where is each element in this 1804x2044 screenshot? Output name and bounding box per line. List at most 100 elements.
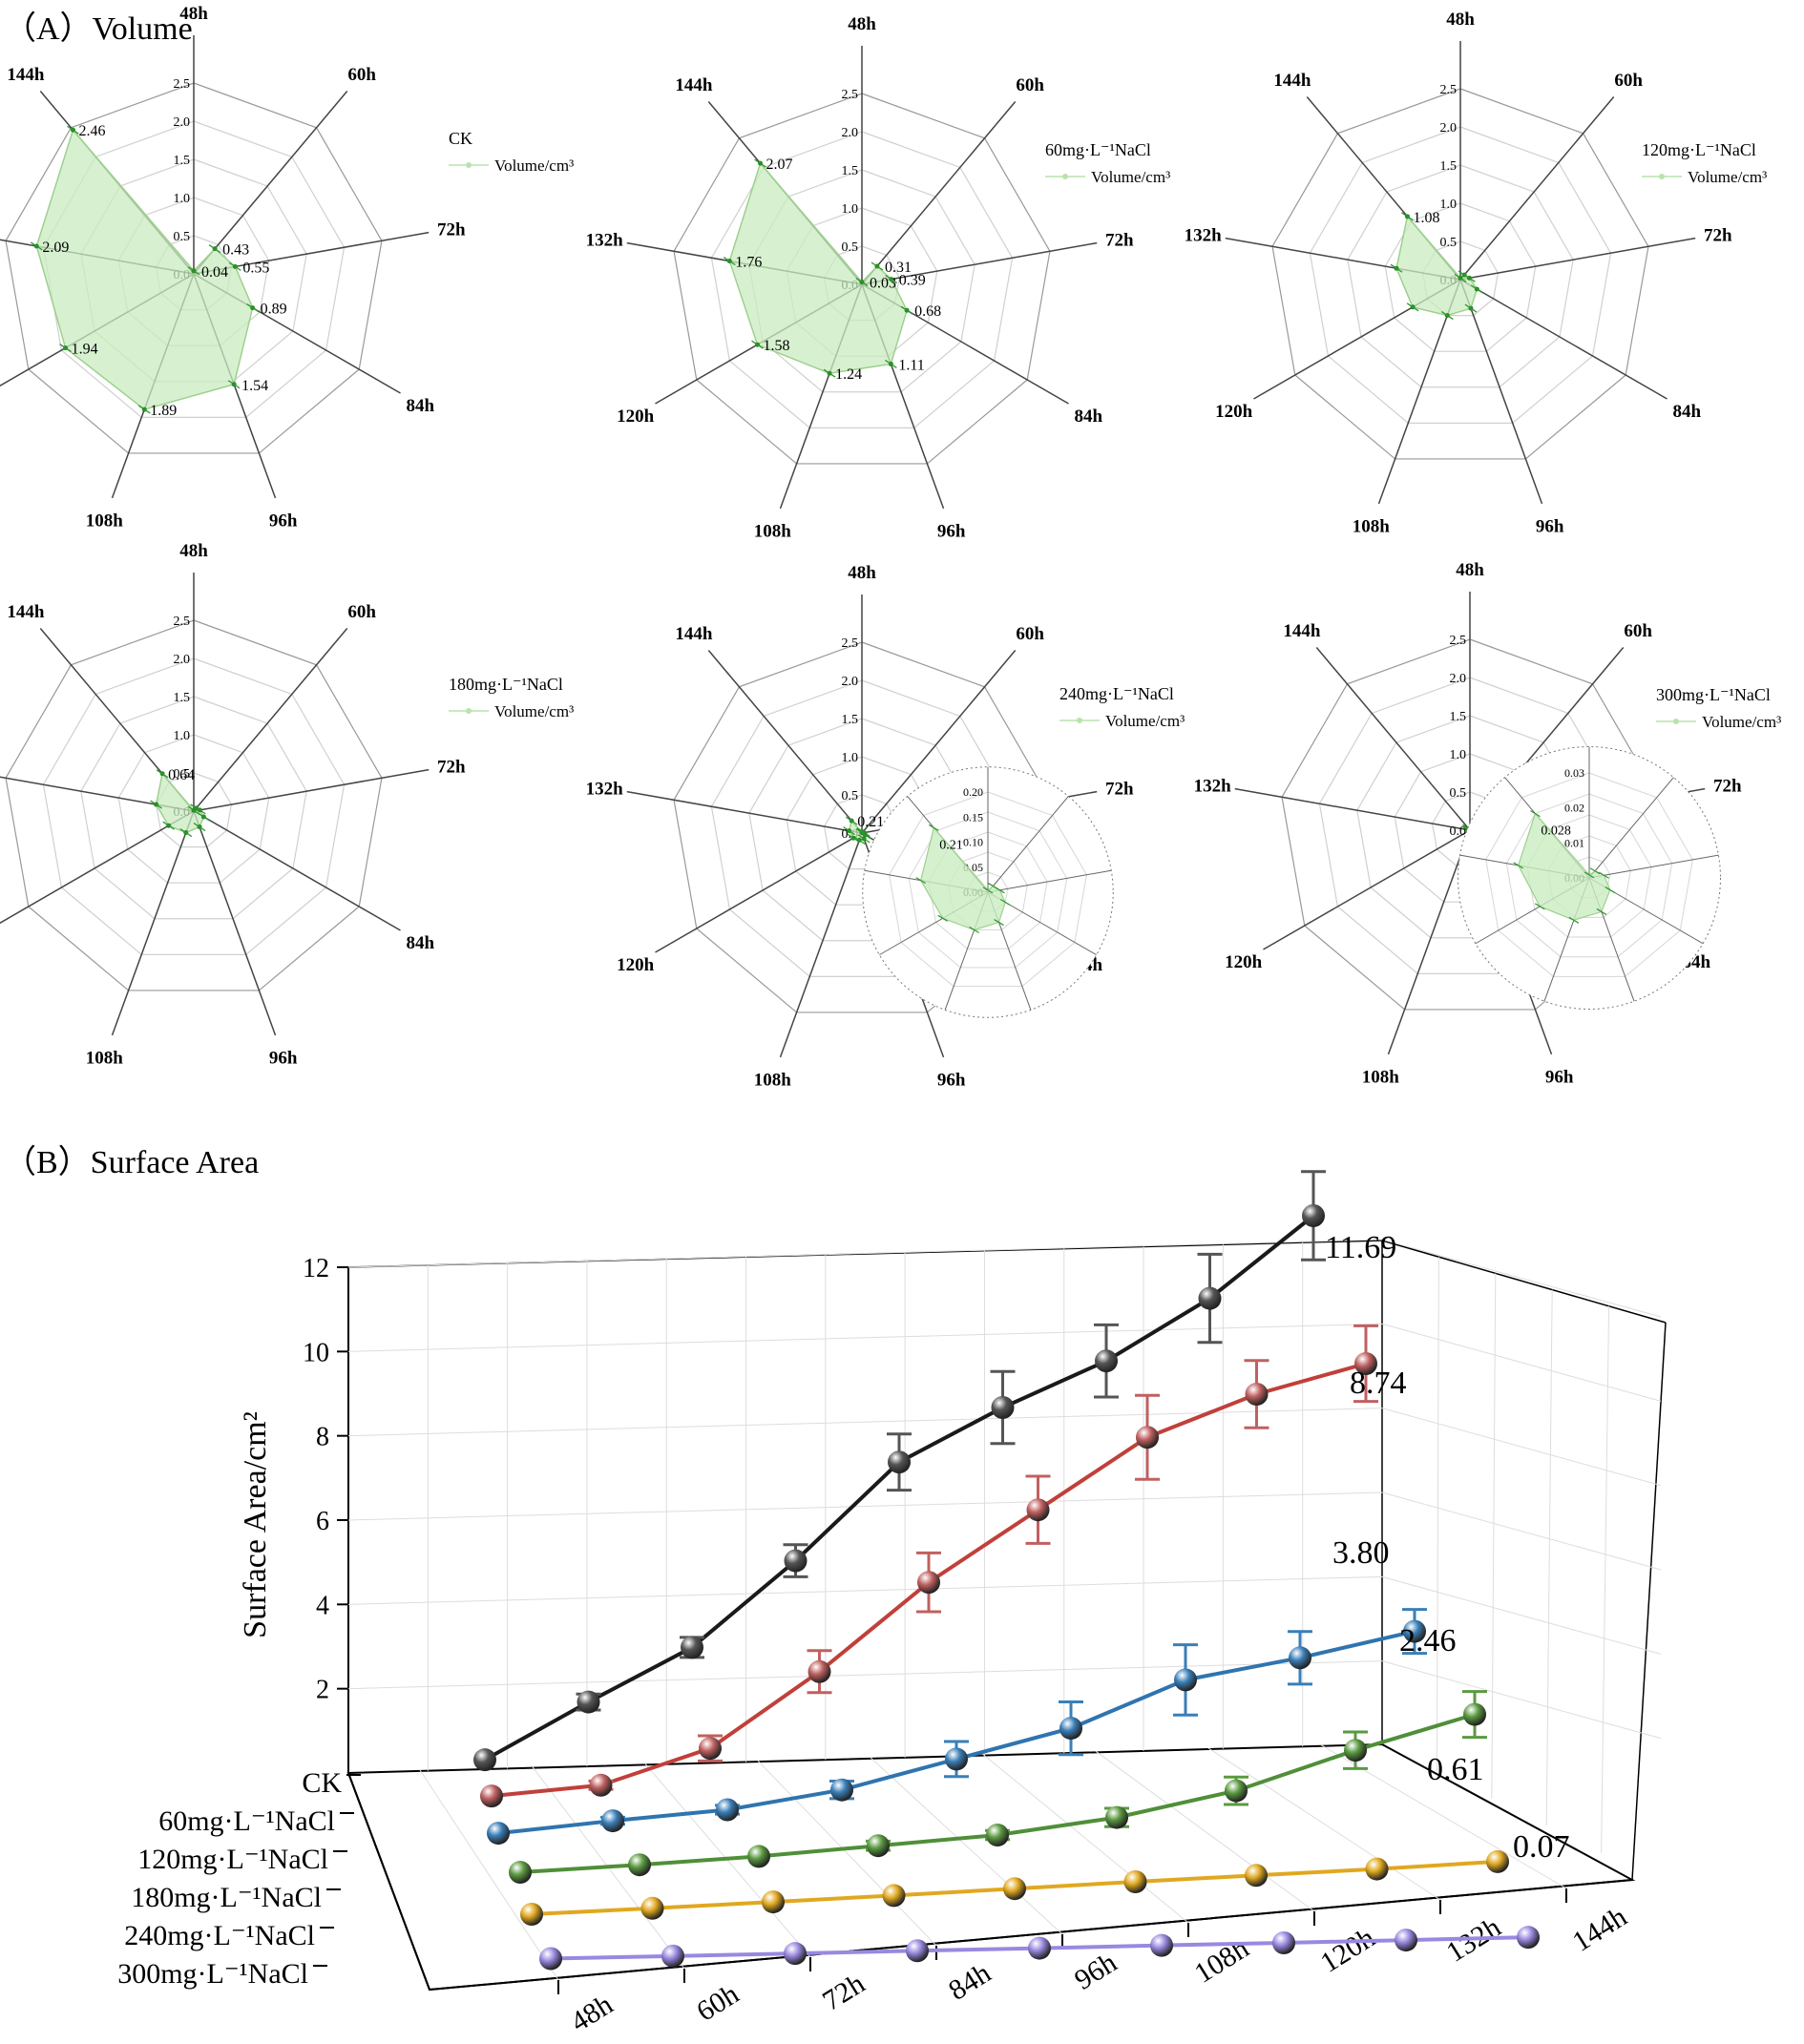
radar-axis-label: 84h xyxy=(407,933,435,953)
data-point-sphere xyxy=(888,1450,911,1474)
radar-grid-ring xyxy=(710,679,1014,977)
radar-inset-error-bar xyxy=(928,824,939,831)
radar-legend-title: 120mg·L⁻¹NaCl xyxy=(1642,140,1756,159)
radar-tick-label: 0.5 xyxy=(1450,786,1467,801)
radar-axis-label: 132h xyxy=(1194,776,1232,796)
data-point-sphere xyxy=(882,1884,906,1908)
x-tick-label: 120h xyxy=(1315,1922,1380,1979)
x-tick-label: 144h xyxy=(1567,1901,1632,1958)
radar-error-bar xyxy=(859,830,871,840)
data-point-sphere xyxy=(1517,1926,1540,1950)
radar-axis-label: 120h xyxy=(617,955,655,975)
radar-spoke xyxy=(861,101,1017,285)
radar-error-bar xyxy=(1464,303,1478,313)
radar-axis-label: 96h xyxy=(269,511,298,531)
radar-legend-marker xyxy=(1062,174,1068,179)
radar-error-bar xyxy=(193,822,206,832)
radar-vol-120: 48h60h72h84h96h108h120h132h144h0.00.51.0… xyxy=(1185,10,1768,536)
radar-tick-label: 1.0 xyxy=(842,202,859,217)
data-point-sphere xyxy=(747,1845,770,1868)
radar-axis-label: 48h xyxy=(848,563,876,583)
radar-axis-label: 48h xyxy=(179,541,208,561)
radar-tick-label: 0.5 xyxy=(174,767,191,782)
data-point-sphere xyxy=(640,1896,664,1920)
radar-inset-ring xyxy=(1485,772,1693,977)
radar-axis-label: 72h xyxy=(1105,230,1134,250)
radar-value-label: 1.24 xyxy=(835,366,862,383)
radar-series-area xyxy=(728,161,908,374)
radar-error-bar xyxy=(1406,302,1419,312)
radar-grid-ring xyxy=(80,696,307,920)
radar-spoke xyxy=(655,832,863,953)
radar-value-label: 2.07 xyxy=(766,156,793,173)
data-point-sphere xyxy=(1123,1870,1147,1893)
data-point-sphere xyxy=(1136,1426,1159,1450)
series-end-label: 0.61 xyxy=(1427,1752,1484,1787)
data-point-sphere xyxy=(601,1809,624,1833)
radar-inset-error-bar xyxy=(1530,810,1541,818)
radar-grid-ring xyxy=(1281,638,1659,1011)
data-point-sphere xyxy=(830,1778,853,1802)
data-point-sphere xyxy=(473,1748,496,1772)
data-point-sphere xyxy=(681,1636,703,1659)
data-point-sphere xyxy=(784,1942,807,1966)
radar-spoke xyxy=(193,628,348,812)
radar-legend-title: 240mg·L⁻¹NaCl xyxy=(1059,684,1174,703)
data-point-sphere xyxy=(917,1571,940,1595)
series-end-label: 0.07 xyxy=(1513,1829,1570,1865)
data-point-sphere xyxy=(577,1690,600,1714)
radar-legend-label: Volume/cm³ xyxy=(1091,168,1170,186)
y-tick-label: 8 xyxy=(316,1423,329,1452)
x-tick-label: 108h xyxy=(1189,1932,1254,1990)
radar-vol-180: 48h60h72h84h96h108h120h132h144h0.00.51.0… xyxy=(0,541,574,1068)
radar-legend-label: Volume/cm³ xyxy=(1105,712,1185,730)
radar-error-bar xyxy=(227,380,241,389)
radar-inset-value-label: 0.21 xyxy=(939,838,963,852)
radar-grid-ring xyxy=(673,93,1051,465)
side-grid-line xyxy=(1381,1660,1662,1740)
radar-error-bar xyxy=(228,261,241,271)
floor-grid-line xyxy=(1095,1750,1315,1912)
data-point-sphere xyxy=(480,1784,503,1808)
radar-value-label: 1.89 xyxy=(150,403,177,419)
data-point-sphere xyxy=(1095,1349,1118,1373)
radar-error-bar xyxy=(885,275,898,284)
radar-error-bar xyxy=(59,344,72,353)
radar-tick-label: 1.0 xyxy=(1440,198,1458,212)
back-grid-line xyxy=(347,1575,1383,1605)
y-axis-title: Surface Area/cm² xyxy=(238,1411,273,1638)
radar-tick-label: 1.5 xyxy=(842,164,859,178)
radar-error-bar xyxy=(30,241,43,251)
back-grid-line xyxy=(347,1491,1383,1521)
radar-inset-error-bar xyxy=(1584,871,1595,879)
radar-axis-label: 72h xyxy=(437,219,466,240)
radar-inset-tick: 0.03 xyxy=(1564,766,1584,780)
data-point-sphere xyxy=(784,1549,808,1573)
radar-spoke xyxy=(1315,647,1471,831)
floor-grid-line xyxy=(419,1769,559,1981)
radar-value-label: 1.11 xyxy=(898,357,924,373)
radar-tick-label: 2.5 xyxy=(174,77,191,92)
radar-value-label: 1.94 xyxy=(72,342,98,358)
data-point-sphere xyxy=(520,1903,543,1926)
radar-inset-tick: 0.15 xyxy=(963,810,983,824)
x-tick-label: 84h xyxy=(943,1957,996,2007)
radar-spoke xyxy=(1263,829,1471,950)
series-line xyxy=(519,1712,1476,1875)
radar-axis-label: 96h xyxy=(937,1070,966,1090)
side-grid-line xyxy=(1381,1491,1662,1571)
radar-axis-label: 60h xyxy=(1624,621,1652,641)
radar-inset-ring xyxy=(908,811,1068,969)
radar-legend-marker xyxy=(466,708,472,714)
radar-error-bar xyxy=(198,812,210,822)
radar-error-bar xyxy=(843,826,855,836)
data-point-sphere xyxy=(487,1822,510,1846)
data-point-sphere xyxy=(1302,1204,1325,1227)
radar-spoke xyxy=(193,810,401,931)
data-point-sphere xyxy=(1028,1936,1051,1960)
radar-value-label: 1.08 xyxy=(1413,210,1439,226)
radar-inset-error-bar xyxy=(994,919,1004,927)
data-point-sphere xyxy=(1059,1717,1082,1741)
radar-tick-label: 2.5 xyxy=(1440,83,1458,97)
